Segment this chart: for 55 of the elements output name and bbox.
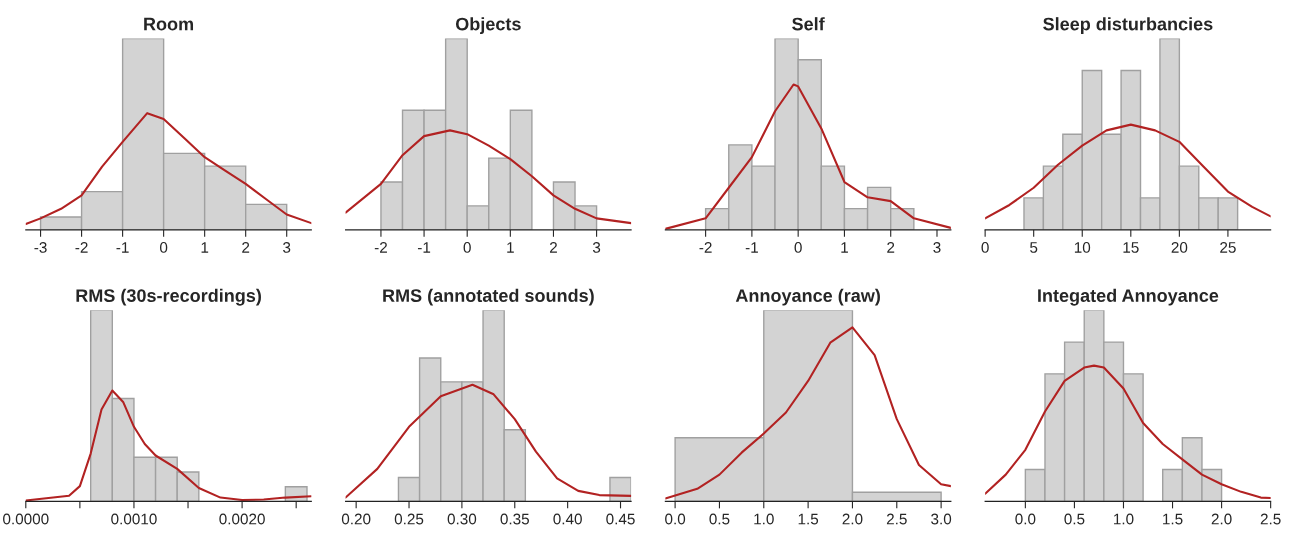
x-tick-label: 1.5 — [1163, 513, 1183, 525]
x-tick-label: 0.30 — [447, 513, 477, 525]
x-tick-label: 2.5 — [1260, 513, 1281, 525]
chart-title: Integated Annoyance — [1038, 288, 1219, 306]
x-tick-label: 0.0 — [665, 513, 686, 525]
x-tick-label: 0.25 — [394, 513, 424, 525]
x-tick-label: -2 — [374, 242, 387, 253]
x-tick-label: 2 — [242, 242, 250, 253]
x-tick-label: 10 — [1074, 242, 1091, 253]
x-tick-label: 3 — [283, 242, 291, 253]
x-tick-label: 25 — [1220, 242, 1236, 253]
chart-title: Objects — [455, 17, 521, 34]
x-tick-label: 0.0000 — [3, 513, 49, 525]
x-tick-label: -1 — [417, 242, 431, 253]
x-tick-label: 0.35 — [500, 513, 529, 525]
x-tick-label: 1 — [841, 242, 848, 253]
x-tick-label: 2.0 — [1211, 513, 1232, 525]
x-tick-label: 2 — [549, 242, 557, 253]
x-tick-label: 2.5 — [886, 513, 907, 525]
chart-title: RMS (30s-recordings) — [76, 288, 261, 306]
chart-title: Sleep disturbancies — [1043, 17, 1213, 34]
x-tick-label: 0 — [981, 242, 989, 253]
x-tick-label: -1 — [116, 242, 129, 253]
x-tick-label: 0.5 — [1064, 513, 1085, 525]
x-tick-label: 1.5 — [798, 513, 819, 525]
x-tick-label: 20 — [1171, 242, 1188, 253]
x-tick-label: 0.5 — [709, 513, 730, 525]
x-tick-label: -2 — [75, 242, 88, 253]
x-tick-label: 0.40 — [553, 513, 582, 525]
x-tick-label: 3.0 — [931, 513, 952, 525]
x-tick-label: 0.20 — [341, 513, 371, 525]
chart-title: Room — [144, 17, 194, 31]
x-tick-label: 3 — [592, 242, 601, 253]
chart-title: Self — [792, 17, 825, 31]
x-tick-label: 1.0 — [1114, 513, 1134, 525]
x-tick-label: 0.45 — [606, 513, 635, 525]
x-tick-label: 0.0 — [1015, 513, 1036, 525]
chart-title: RMS (annotated sounds) — [383, 288, 594, 306]
chart-title: Annoyance (raw) — [735, 288, 880, 306]
x-tick-label: -3 — [34, 242, 47, 253]
x-tick-label: 0 — [794, 242, 802, 253]
x-tick-label: 1.0 — [754, 513, 774, 525]
x-tick-label: 0.0010 — [111, 513, 157, 525]
x-tick-label: -1 — [745, 242, 758, 253]
x-tick-label: 0.0020 — [219, 513, 265, 525]
x-tick-label: -2 — [699, 242, 712, 253]
x-tick-label: 0 — [463, 242, 471, 253]
x-tick-label: 2 — [887, 242, 895, 253]
x-tick-label: 2.0 — [842, 513, 863, 525]
x-tick-label: 1 — [201, 242, 209, 253]
x-tick-label: 5 — [1030, 242, 1038, 253]
x-tick-label: 1 — [507, 242, 514, 253]
x-tick-label: 0 — [159, 242, 168, 253]
x-tick-label: 15 — [1123, 242, 1139, 253]
x-tick-label: 3 — [933, 242, 941, 253]
